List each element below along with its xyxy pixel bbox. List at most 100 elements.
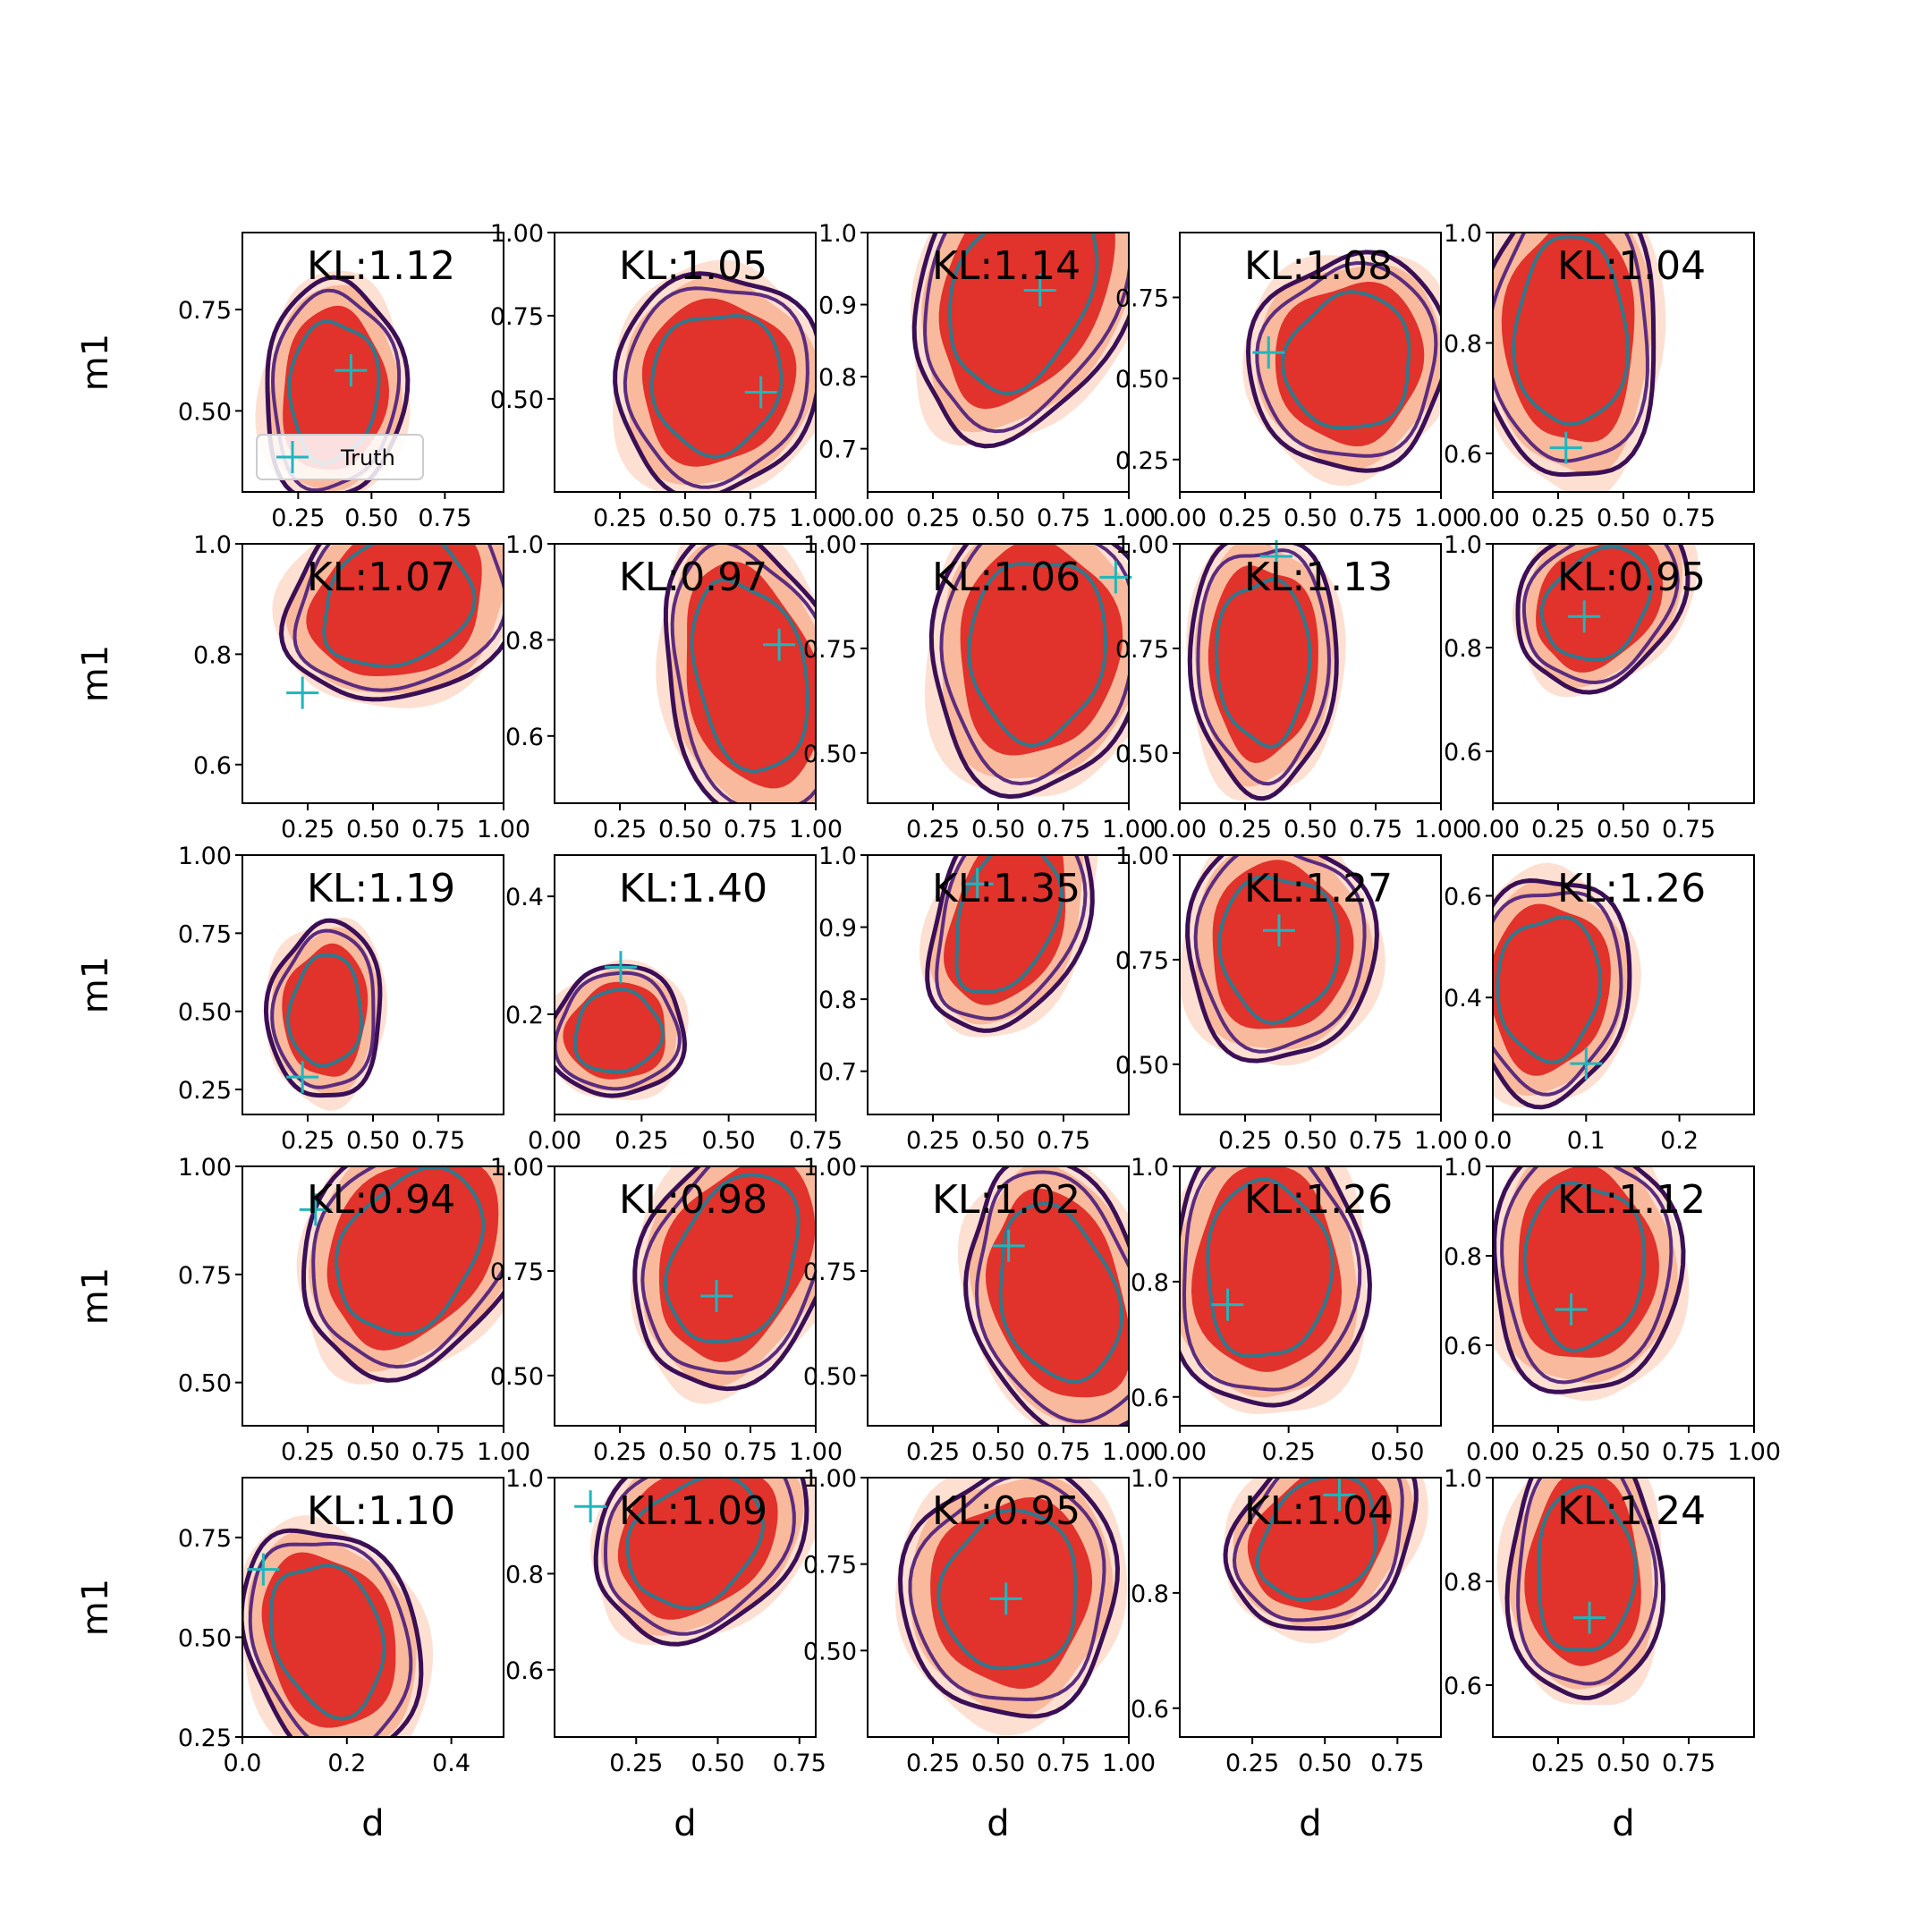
y-tick-label: 0.6 [1444,1333,1482,1360]
contour-outer [897,1478,1121,1719]
contour-inner [663,1173,801,1343]
panel-15-density [1493,862,1641,1110]
contour-outer [242,1528,424,1737]
y-tick-label: 0.8 [505,1561,544,1589]
x-tick-label: 0.25 [593,504,647,532]
truth-marker [1099,561,1132,594]
contour-inner [1255,1478,1378,1602]
truth-marker [574,1490,607,1523]
contour-mid [1196,548,1332,786]
contour-inner [1522,1181,1647,1353]
panel-18-density [957,1166,1129,1426]
panel-13-density [919,855,1098,1038]
x-tick-label: 0.75 [1037,504,1090,532]
x-tick-label: 0.75 [411,1127,465,1155]
kl-annotation: KL:1.24 [1557,1488,1706,1534]
panel-2-density [613,259,816,492]
x-tick-label: 0.25 [1218,504,1272,532]
y-tick-label: 0.75 [178,920,232,948]
axes-frame [242,232,504,493]
panel-9-density [1186,544,1346,801]
x-tick-label: 0.50 [971,816,1025,843]
x-tick-label: 0.50 [702,1127,756,1155]
contour-inner [572,987,665,1074]
y-tick-label: 0.75 [1115,636,1169,664]
x-tick-label: 0.50 [346,816,400,843]
panel-6: 0.25 0.50 0.75 1.00 0.6 0.8 1.0 KL:1.07 m1 [75,531,530,843]
y-tick-label: 1.0 [818,220,857,248]
x-tick-label: 1.00 [1102,1750,1156,1777]
y-tick-label: 1.0 [1444,531,1482,559]
panel-25-density [1496,1478,1666,1706]
contour-mid [670,544,816,803]
contour-mid [1255,260,1438,458]
y-tick-label: 1.0 [1131,1465,1169,1493]
x-tick-label: 0.00 [1153,1438,1207,1466]
panel-23-density [895,1478,1127,1736]
contour-mid [1500,1166,1674,1385]
x-tick-label: 0.50 [1284,504,1337,532]
density-fill-inner [1208,565,1318,763]
panel-16: 0.25 0.50 0.75 1.00 0.50 0.75 1.00 KL:0.94 m1 [75,1154,530,1466]
x-tick-label: 0.50 [1597,504,1650,532]
panel-4-density [1242,250,1441,487]
y-tick-label: 0.7 [818,436,857,464]
contour-mid [923,233,1129,434]
x-tick-label: 0.25 [906,1750,960,1777]
y-tick-label: 1.00 [178,843,232,870]
panel-8-density [924,544,1129,800]
y-tick-label: 0.8 [1444,1569,1482,1597]
x-tick-label: 0.25 [281,1438,335,1466]
truth-marker [1211,1288,1244,1321]
panel-23: 0.25 0.50 0.75 1.00 0.50 0.75 1.00 KL:0.95 d [803,1465,1156,1844]
kl-annotation: KL:1.13 [1244,555,1393,600]
y-tick-label: 0.50 [1115,741,1169,768]
x-tick-label: 0.0 [224,1750,262,1777]
panel-16-density [296,1166,504,1385]
x-tick-label: 0.50 [1597,1438,1650,1466]
panel-12-density [555,959,689,1100]
truth-marker [247,1553,280,1586]
density-fill-inner [283,305,389,470]
truth-marker [763,628,796,661]
density-fill-inner [306,544,482,676]
x-tick-label: 0.25 [1531,504,1585,532]
x-tick-label: 1.00 [1102,816,1156,843]
x-tick-label: 0.50 [1284,1127,1337,1155]
kl-annotation: KL:0.94 [307,1177,455,1223]
y-tick-label: 0.75 [803,636,857,664]
y-tick-label: 0.75 [178,1525,232,1553]
panel-3: 0.00 0.25 0.50 0.75 1.00 0.7 0.8 0.9 1.0 KL:1.14 [818,220,1156,532]
panel-21-density [242,1515,434,1737]
truth-marker [700,1280,733,1312]
x-tick-label: 0.00 [1466,504,1520,532]
contour-outer [263,918,383,1098]
kl-annotation: KL:0.97 [619,555,767,600]
x-tick-label: 0.50 [971,1750,1025,1777]
x-tick-label: 0.50 [1298,1750,1352,1777]
y-tick-label: 0.8 [818,987,857,1014]
panel-5: 0.00 0.25 0.50 0.75 0.6 0.8 1.0 KL:1.04 [1444,220,1755,532]
contour-outer [1180,1166,1373,1408]
y-tick-label: 0.75 [803,1258,857,1286]
truth-marker [1023,274,1056,307]
contour-outer [301,1166,504,1383]
x-tick-label: 0.75 [1037,1750,1090,1777]
x-tick-label: 1.00 [789,816,843,843]
contour-inner [1215,577,1312,750]
y-tick-label: 0.75 [803,1552,857,1580]
panel-21: 0.0 0.2 0.4 0.25 0.50 0.75 KL:1.10 m1 d [75,1477,504,1844]
panel-13: 0.25 0.50 0.75 0.7 0.8 0.9 1.0 KL:1.35 [818,843,1130,1155]
density-fill-inner [686,562,816,789]
kl-annotation: KL:1.06 [932,555,1080,600]
panel-25: 0.25 0.50 0.75 0.6 0.8 1.0 KL:1.24 d [1444,1465,1755,1844]
y-tick-label: 0.6 [1131,1385,1169,1412]
contour-mid [311,1166,504,1369]
contour-outer [963,1166,1129,1426]
panel-10: 0.00 0.25 0.50 0.75 0.6 0.8 1.0 KL:0.95 [1444,531,1755,843]
density-fill-inner [1275,282,1425,447]
x-tick-label: 0.25 [271,504,325,532]
x-tick-label: 0.00 [1466,1438,1520,1466]
x-tick-label: 0.75 [411,816,465,843]
y-tick-label: 0.6 [1444,441,1482,469]
